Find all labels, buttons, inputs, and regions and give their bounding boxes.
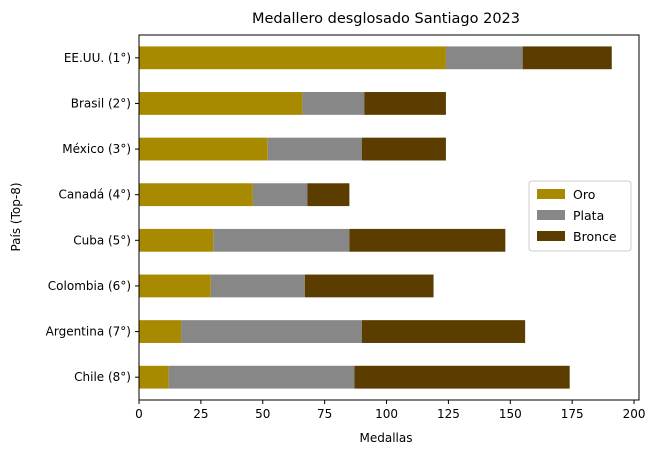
x-tick-label: 25 bbox=[193, 407, 208, 421]
bar-bronce-4 bbox=[349, 228, 506, 252]
x-tick-label: 100 bbox=[375, 407, 398, 421]
y-tick-label: Chile (8°) bbox=[74, 370, 131, 384]
bar-bronce-5 bbox=[304, 274, 434, 298]
bar-plata-5 bbox=[210, 274, 305, 298]
bar-plata-1 bbox=[302, 92, 365, 115]
bar-bronce-6 bbox=[361, 320, 526, 343]
x-tick-label: 125 bbox=[437, 407, 460, 421]
x-tick-label: 50 bbox=[255, 407, 270, 421]
bar-bronce-1 bbox=[364, 92, 446, 115]
bar-bronce-2 bbox=[361, 137, 446, 161]
bar-oro-3 bbox=[139, 183, 253, 207]
x-axis: 0 25 50 75 100 125 150 175 200 bbox=[135, 400, 646, 421]
legend-label-oro: Oro bbox=[573, 187, 595, 202]
bars-layer bbox=[139, 46, 612, 389]
bar-oro-6 bbox=[139, 320, 182, 343]
y-tick-label: Cuba (5°) bbox=[73, 233, 131, 247]
y-axis-label: País (Top-8) bbox=[9, 182, 23, 251]
bar-oro-4 bbox=[139, 228, 214, 252]
y-tick-label: Brasil (2°) bbox=[71, 96, 131, 110]
bar-oro-0 bbox=[139, 46, 446, 70]
bar-bronce-0 bbox=[522, 46, 612, 70]
y-tick-label: Canadá (4°) bbox=[59, 188, 131, 202]
y-tick-label: EE.UU. (1°) bbox=[64, 51, 131, 65]
y-axis: EE.UU. (1°) Brasil (2°) México (3°) Canadá … bbox=[46, 51, 139, 384]
x-axis-label: Medallas bbox=[360, 431, 413, 445]
bar-plata-3 bbox=[252, 183, 308, 207]
x-tick-label: 200 bbox=[623, 407, 646, 421]
legend-label-plata: Plata bbox=[573, 208, 604, 223]
bar-plata-7 bbox=[168, 365, 355, 389]
y-tick-label: México (3°) bbox=[62, 142, 131, 156]
y-tick-label: Colombia (6°) bbox=[48, 279, 131, 293]
bar-plata-2 bbox=[267, 137, 362, 161]
bar-plata-6 bbox=[181, 320, 362, 343]
x-tick-label: 0 bbox=[135, 407, 143, 421]
legend-label-bronce: Bronce bbox=[573, 229, 617, 244]
x-tick-label: 75 bbox=[317, 407, 332, 421]
legend: Oro Plata Bronce bbox=[528, 180, 632, 252]
legend-swatch-bronce bbox=[537, 231, 565, 241]
x-tick-label: 150 bbox=[499, 407, 522, 421]
bar-plata-0 bbox=[445, 46, 523, 70]
x-tick-label: 175 bbox=[561, 407, 584, 421]
bar-oro-2 bbox=[139, 137, 268, 161]
chart-title: Medallero desglosado Santiago 2023 bbox=[252, 11, 520, 27]
bar-plata-4 bbox=[213, 228, 350, 252]
bar-bronce-7 bbox=[354, 365, 570, 389]
legend-swatch-plata bbox=[537, 210, 565, 220]
bar-oro-7 bbox=[139, 365, 169, 389]
bar-bronce-3 bbox=[307, 183, 350, 207]
bar-oro-5 bbox=[139, 274, 211, 298]
y-tick-label: Argentina (7°) bbox=[46, 325, 131, 339]
bar-oro-1 bbox=[139, 92, 303, 115]
plot-frame bbox=[138, 34, 640, 401]
legend-swatch-oro bbox=[537, 189, 565, 199]
